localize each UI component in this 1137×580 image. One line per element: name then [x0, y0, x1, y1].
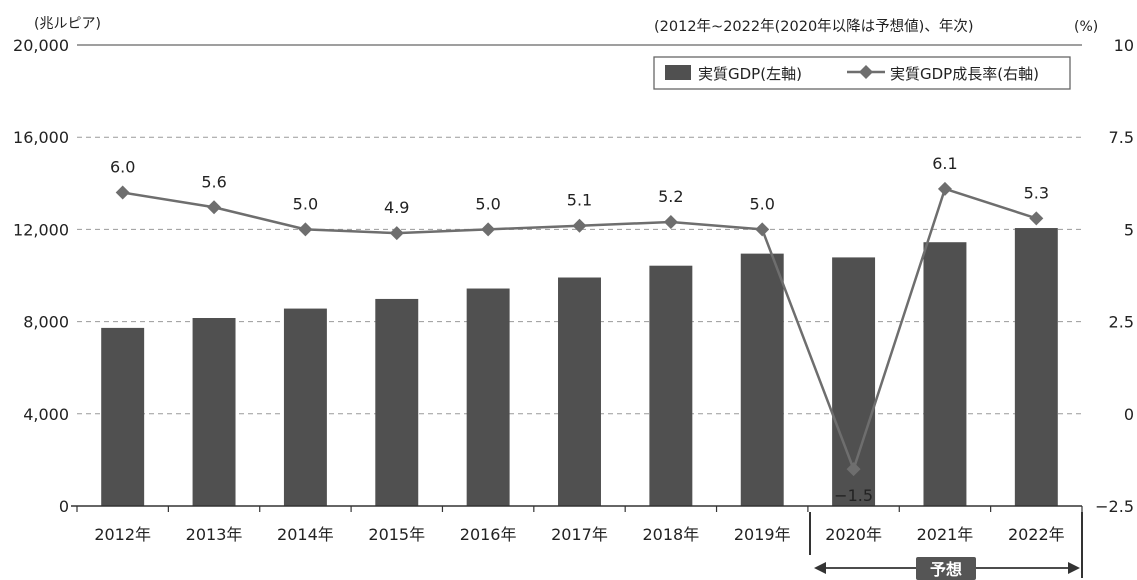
forecast-label: 予想 [930, 560, 962, 579]
growth-data-label: 5.1 [567, 191, 592, 210]
growth-point [389, 226, 404, 241]
growth-data-label: 5.0 [293, 194, 318, 213]
growth-data-label: 5.3 [1024, 183, 1049, 202]
gdp-bar [466, 288, 510, 506]
y-left-tick-label: 8,000 [23, 313, 69, 332]
y-right-tick-label: 0 [1124, 405, 1134, 424]
arrow-right-icon [1068, 562, 1080, 574]
x-tick-label: 2017年 [551, 525, 608, 544]
growth-point [572, 218, 587, 233]
growth-point [115, 185, 130, 200]
x-tick-label: 2018年 [642, 525, 699, 544]
y-left-tick-label: 20,000 [13, 36, 69, 55]
x-tick-label: 2016年 [460, 525, 517, 544]
x-tick-label: 2019年 [734, 525, 791, 544]
bars [101, 228, 1058, 507]
axes [71, 44, 1083, 512]
y-left-tick-label: 12,000 [13, 220, 69, 239]
y-right-tick-label: 7.5 [1109, 128, 1134, 147]
right-unit-label: (%) [1074, 19, 1098, 35]
x-tick-label: 2012年 [94, 525, 151, 544]
y-left-tick-label: 4,000 [23, 405, 69, 424]
grid-lines [77, 136, 1082, 415]
growth-data-label: 5.0 [475, 194, 500, 213]
x-tick-label: 2021年 [917, 525, 974, 544]
gdp-bar [649, 265, 693, 506]
y-right-tick-label: −2.5 [1095, 497, 1134, 516]
growth-data-label: −1.5 [834, 486, 873, 505]
forecast-marker: 予想 [809, 512, 1083, 580]
gdp-bar [192, 318, 236, 506]
growth-data-label: 5.2 [658, 187, 683, 206]
y-left-tick-label: 16,000 [13, 128, 69, 147]
x-tick-label: 2022年 [1008, 525, 1065, 544]
growth-point [207, 200, 222, 215]
legend-diamond-icon [859, 65, 873, 79]
arrow-left-icon [814, 562, 826, 574]
labels: 0 4,000 8,000 12,000 16,000 20,000 −2.5 0 2.5 5 7.… [13, 36, 1134, 544]
growth-point [298, 222, 313, 237]
gdp-bar [923, 242, 967, 506]
legend-bar-swatch [665, 65, 691, 80]
growth-data-label: 5.0 [750, 194, 775, 213]
gdp-bar [558, 277, 601, 506]
growth-point [663, 215, 678, 230]
growth-point [481, 222, 496, 237]
growth-point [1029, 211, 1044, 226]
x-tick-label: 2020年 [825, 525, 882, 544]
y-right-tick-label: 2.5 [1109, 313, 1134, 332]
x-tick-label: 2013年 [186, 525, 243, 544]
growth-data-label: 5.6 [201, 172, 226, 191]
y-right-tick-label: 10 [1114, 36, 1134, 55]
y-left-tick-label: 0 [59, 497, 69, 516]
x-tick-label: 2015年 [368, 525, 425, 544]
chart-note: (2012年~2022年(2020年以降は予想値)、年次) [654, 18, 973, 35]
growth-point [755, 222, 770, 237]
x-tick-label: 2014年 [277, 525, 334, 544]
legend: 実質GDP(左軸) 実質GDP成長率(右軸) [653, 56, 1071, 90]
gdp-bar [1014, 228, 1058, 507]
y-right-tick-label: 5 [1124, 220, 1134, 239]
legend-line-label: 実質GDP成長率(右軸) [890, 65, 1039, 83]
growth-data-label: 4.9 [384, 198, 409, 217]
gdp-bar [740, 253, 784, 506]
gdp-bar [101, 327, 145, 506]
gdp-bar [375, 298, 419, 506]
growth-line [115, 181, 1044, 477]
left-unit-label: (兆ルピア) [34, 16, 101, 32]
gdp-bar [283, 308, 327, 506]
growth-point [846, 462, 861, 477]
growth-data-label: 6.1 [932, 154, 957, 173]
forecast-label-box [916, 557, 976, 580]
legend-bar-label: 実質GDP(左軸) [698, 65, 802, 83]
growth-point [937, 181, 952, 196]
growth-data-label: 6.0 [110, 158, 135, 177]
